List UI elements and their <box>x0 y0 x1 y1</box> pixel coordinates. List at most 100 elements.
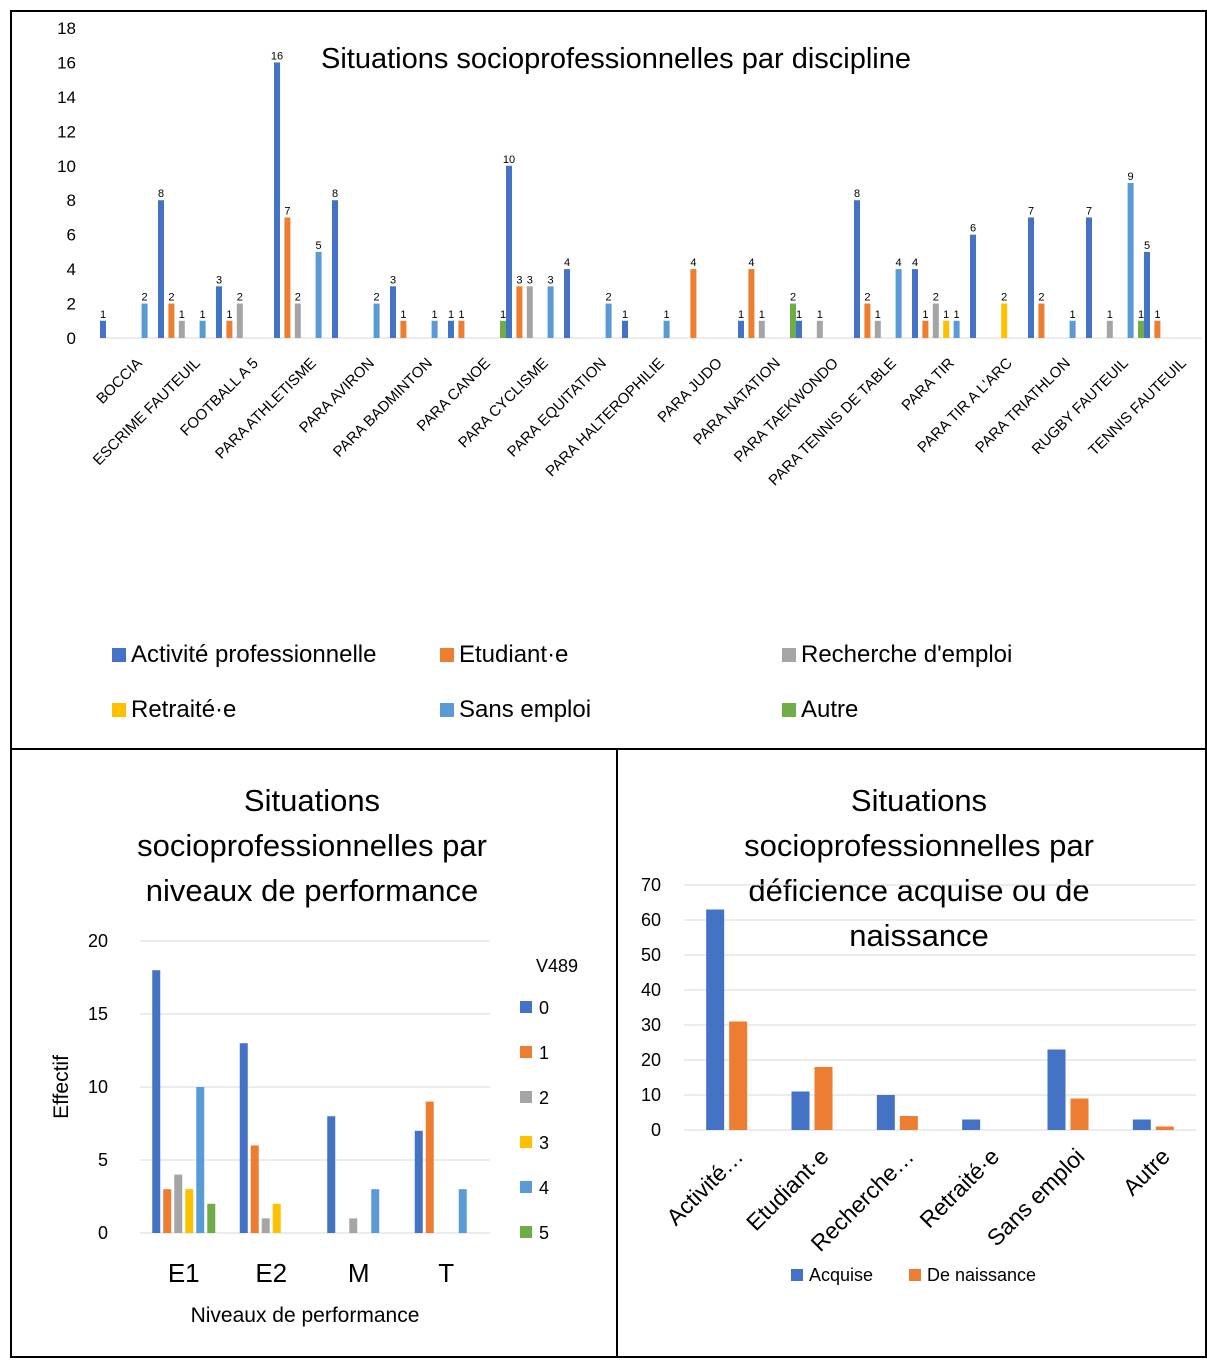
data-label: 8 <box>332 188 338 200</box>
category-label: E1 <box>168 1258 200 1288</box>
data-label: 1 <box>432 309 438 321</box>
y-tick-label: 6 <box>67 226 76 245</box>
legend-label: Etudiant·e <box>459 641 568 668</box>
bar <box>250 1145 259 1233</box>
legend-label: Autre <box>801 696 858 723</box>
category-label: PARA BADMINTON <box>330 355 436 461</box>
legend-label: Acquise <box>809 1265 873 1285</box>
data-label: 5 <box>1144 240 1150 252</box>
bar <box>1155 1126 1174 1130</box>
chart-title-line: socioprofessionnelles par <box>744 828 1094 863</box>
bar <box>284 217 291 338</box>
data-label: 7 <box>1028 205 1034 217</box>
chart-title-line: socioprofessionnelles par <box>137 828 487 863</box>
data-label: 1 <box>796 309 802 321</box>
data-label: 1 <box>875 309 881 321</box>
bar <box>706 909 725 1130</box>
legend-swatch <box>520 1001 532 1013</box>
bar <box>100 320 106 338</box>
bar <box>371 1189 380 1233</box>
data-label: 4 <box>896 257 902 269</box>
bar <box>943 320 950 338</box>
data-label: 4 <box>564 257 570 269</box>
bar <box>690 269 697 338</box>
legend-swatch <box>440 648 454 662</box>
data-label: 1 <box>954 309 960 321</box>
data-label: 2 <box>864 292 870 304</box>
y-tick-label: 2 <box>67 295 76 314</box>
bar <box>163 1189 172 1233</box>
category-label: Activité… <box>661 1143 748 1230</box>
chart-panel-deficience: Situations socioprofessionnelles par défic… <box>616 748 1207 1358</box>
data-label: 10 <box>503 154 515 166</box>
category-label: PARA ATHLETISME <box>212 355 320 463</box>
y-tick-label: 10 <box>641 1085 661 1105</box>
y-tick-label: 0 <box>98 1223 108 1243</box>
bar <box>932 303 939 338</box>
bar <box>216 286 222 338</box>
bar <box>332 200 338 338</box>
legend-swatch <box>782 703 796 717</box>
data-label: 1 <box>943 309 949 321</box>
bar <box>315 251 322 338</box>
chart-title-line: Situations <box>851 783 987 818</box>
data-label: 16 <box>271 50 283 62</box>
data-label: 2 <box>1038 292 1044 304</box>
y-tick-label: 12 <box>57 122 76 141</box>
category-label: Autre <box>1118 1143 1175 1200</box>
bar <box>272 1203 281 1233</box>
y-tick-label: 20 <box>641 1050 661 1070</box>
legend-swatch <box>520 1226 532 1238</box>
legend-swatch <box>440 703 454 717</box>
legend-label: 3 <box>539 1133 549 1153</box>
chart-performance: Situations socioprofessionnelles par nivea… <box>50 783 578 1327</box>
data-label: 1 <box>622 309 628 321</box>
data-label: 4 <box>690 257 696 269</box>
category-label: T <box>438 1258 454 1288</box>
data-label: 2 <box>606 292 612 304</box>
bar <box>962 1119 981 1130</box>
bar <box>168 303 175 338</box>
bar <box>458 320 465 338</box>
data-label: 1 <box>1138 309 1144 321</box>
y-tick-label: 20 <box>88 931 108 951</box>
bar <box>953 320 960 338</box>
data-label: 1 <box>1070 309 1076 321</box>
legend-label: Retraité·e <box>131 696 236 723</box>
bar <box>922 320 929 338</box>
data-label: 2 <box>933 292 939 304</box>
bar <box>174 1174 183 1233</box>
x-axis-label: Niveaux de performance <box>191 1304 420 1327</box>
chart-title-line: naissance <box>849 918 989 953</box>
bar <box>158 200 164 338</box>
legend-label: Activité professionnelle <box>131 641 376 668</box>
category-label: E2 <box>255 1258 287 1288</box>
bar <box>1106 320 1113 338</box>
bar <box>1069 320 1076 338</box>
bar <box>874 320 881 338</box>
legend-label: 2 <box>539 1088 549 1108</box>
y-tick-label: 18 <box>57 19 76 38</box>
category-label: ESCRIME FAUTEUIL <box>90 355 204 469</box>
y-tick-label: 0 <box>67 329 76 348</box>
data-label: 2 <box>295 292 301 304</box>
bar <box>796 320 802 338</box>
data-label: 1 <box>1107 309 1113 321</box>
data-label: 1 <box>100 309 106 321</box>
bar <box>500 320 506 338</box>
legend-swatch <box>782 648 796 662</box>
data-label: 8 <box>158 188 164 200</box>
data-label: 3 <box>527 274 533 286</box>
category-label: BOCCIA <box>93 355 146 408</box>
data-label: 1 <box>400 309 406 321</box>
chart-panel-performance: Situations socioprofessionnelles par nivea… <box>10 748 618 1358</box>
bar <box>1127 183 1134 338</box>
data-label: 5 <box>316 240 322 252</box>
legend-title: V489 <box>536 956 578 976</box>
legend-swatch <box>520 1136 532 1148</box>
legend-label: Recherche d'emploi <box>801 641 1012 668</box>
bar <box>899 1116 918 1130</box>
category-label: TENNIS FAUTEUIL <box>1085 355 1190 460</box>
legend-label: 0 <box>539 998 549 1018</box>
